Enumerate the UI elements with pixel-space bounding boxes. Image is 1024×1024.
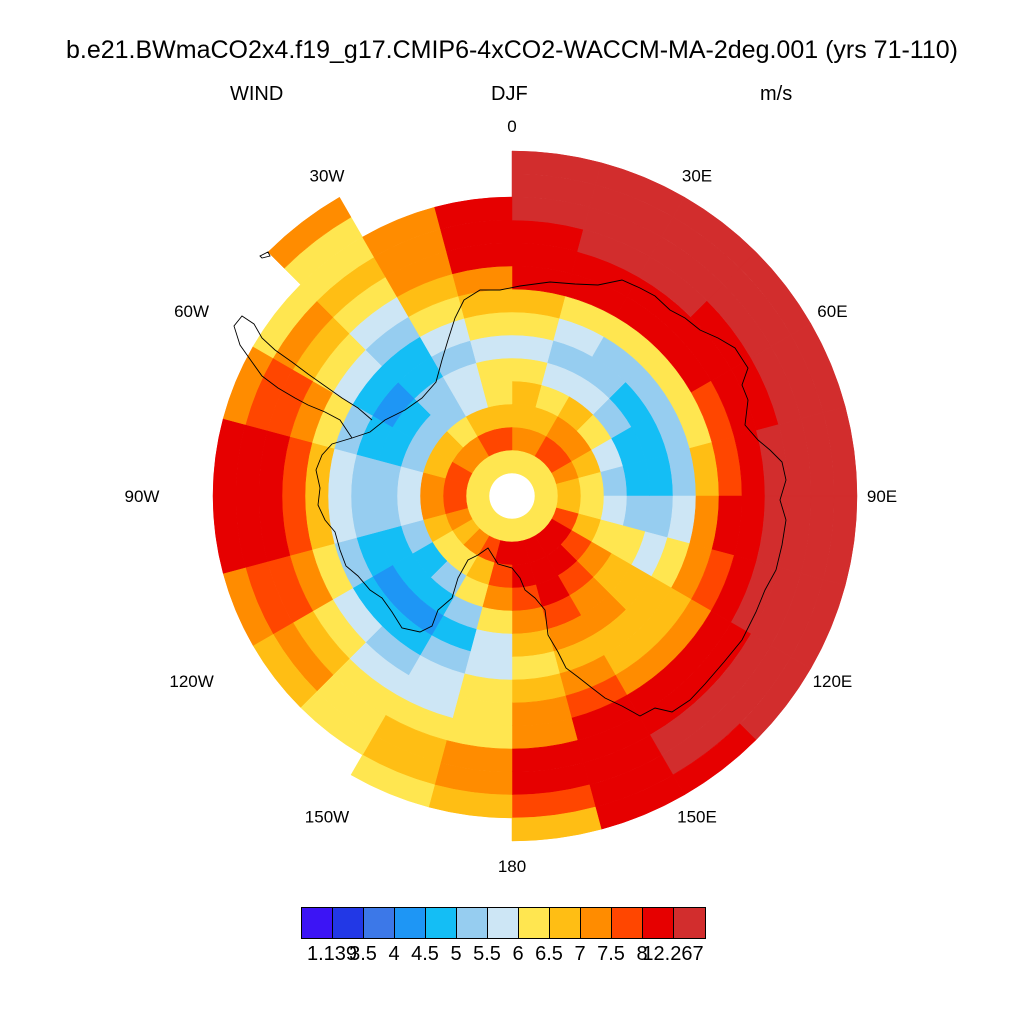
colorbar-label: 5 [450,943,462,965]
wind-cell [350,754,435,808]
coastline-path [315,279,787,717]
longitude-label: 180 [498,857,526,876]
colorbar-label: 1.139 [306,943,358,965]
wind-cell [373,495,402,533]
wind-cell [475,606,513,635]
longitude-label: 120E [813,672,853,691]
wind-cell [511,806,602,842]
colorbar-swatch [333,908,364,938]
colorbar-label: 6 [512,943,524,965]
colorbar-swatch [581,908,612,938]
colorbar [301,907,706,939]
colorbar-swatch [612,908,643,938]
peninsula-path [233,315,373,439]
colorbar-label: 4.5 [411,943,439,965]
longitude-label: 60W [174,302,209,321]
wind-cell [373,459,402,497]
antarctica-coastline [233,251,787,717]
right-string: m/s [760,83,793,105]
longitude-label: 150W [305,807,349,826]
longitude-label: 90E [867,487,897,506]
colorbar-swatch [395,908,426,938]
colorbar-label: 12.267 [642,943,704,965]
colorbar-swatch [643,908,674,938]
plot-title: b.e21.BWmaCO2x4.f19_g17.CMIP6-4xCO2-WACC… [66,36,958,64]
longitude-label: 150E [677,807,717,826]
longitude-labels: 0 30E 60E 90E 120E 150E 180 150W 120W 90W 60W 30W [125,117,898,876]
colorbar-swatch [519,908,550,938]
colorbar-swatch [550,908,581,938]
colorbar-swatch [302,908,333,938]
colorbar-swatch [457,908,488,938]
colorbar-label: 6.5 [535,943,563,965]
longitude-label: 30E [682,167,712,186]
colorbar-label: 8 [636,943,648,965]
center-string: DJF [491,83,528,105]
wind-cell [622,495,651,533]
wind-cell [475,357,513,386]
wind-cell [267,196,352,269]
colorbar-swatch [426,908,457,938]
wind-cell [622,459,651,497]
colorbar-label: 4 [388,943,400,965]
colorbar-label: 3.5 [349,943,377,965]
wind-cell [511,357,549,386]
longitude-label: 90W [125,487,160,506]
colorbar-label: 5.5 [473,943,501,965]
wind-cell [511,606,549,635]
longitude-label: 60E [817,302,847,321]
wind-field-cells [212,150,858,842]
longitude-label: 30W [310,167,345,186]
longitude-label: 120W [169,672,213,691]
colorbar-swatch [488,908,519,938]
left-string: WIND [230,83,284,105]
longitude-label: 0 [507,117,516,136]
colorbar-swatch [674,908,705,938]
island-path [259,251,271,259]
colorbar-label: 7.5 [597,943,625,965]
colorbar-swatch [364,908,395,938]
colorbar-label: 7 [574,943,586,965]
